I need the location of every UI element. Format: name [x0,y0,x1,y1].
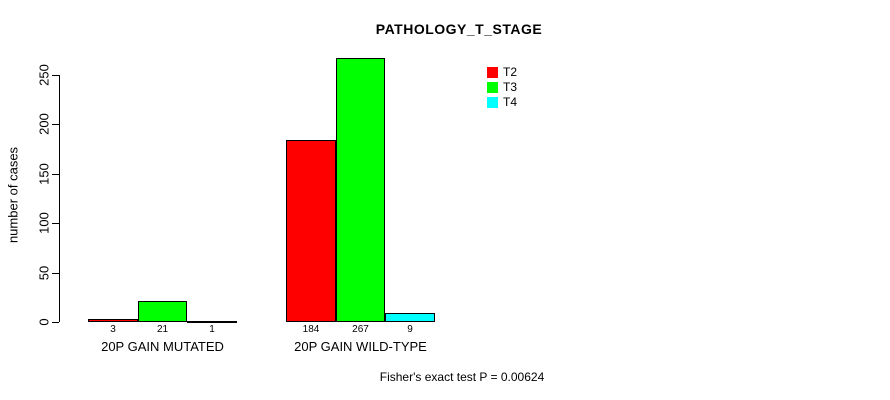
bar-t3-2 [335,58,386,322]
legend-swatch-t4 [487,97,498,108]
y-tick-label: 50 [36,265,52,280]
bar-t4-2 [385,313,435,322]
y-tick-mark [52,75,59,76]
y-tick-label: 200 [36,113,52,136]
legend-label-t4: T4 [503,95,518,109]
bar-value-label: 184 [302,324,320,335]
bar-value-label: 9 [407,324,413,335]
bar-t4-1 [187,321,237,323]
category-label: 20P GAIN MUTATED [101,339,224,354]
y-tick-label: 0 [36,318,52,326]
bar-value-label: 21 [156,324,169,335]
legend-entry-t2: T2 [487,65,517,80]
bar-value-label: 3 [110,324,116,335]
bar-t2-1 [88,319,138,322]
y-tick-label: 100 [36,212,52,235]
y-tick-mark [52,173,59,175]
legend-label-t3: T3 [503,80,518,94]
y-tick-mark [52,223,59,225]
y-tick-mark [52,322,59,323]
bar-t3-1 [137,301,188,322]
legend-swatch-t3 [487,82,498,93]
y-tick-label: 150 [36,162,52,185]
bar-t2-2 [286,140,336,322]
fisher-test-caption: Fisher's exact test P = 0.00624 [379,370,545,384]
legend: T2 T3 T4 [487,65,517,110]
legend-label-t2: T2 [503,65,518,79]
legend-entry-t4: T4 [487,95,517,110]
y-tick-mark [52,272,59,274]
y-tick-mark [52,124,59,126]
bar-value-label: 1 [209,324,215,335]
y-tick-label: 250 [36,64,52,86]
chart-title: PATHOLOGY_T_STAGE [375,21,543,37]
legend-entry-t3: T3 [487,80,517,95]
legend-swatch-t2 [487,67,498,78]
y-axis-line [59,75,60,322]
category-label: 20P GAIN WILD-TYPE [294,339,427,354]
y-axis-label: number of cases [5,146,21,244]
bar-value-label: 267 [352,324,369,335]
